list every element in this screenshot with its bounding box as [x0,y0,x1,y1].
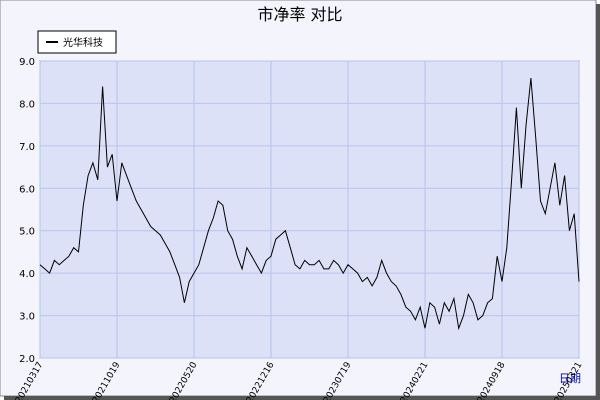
frame-shadow [596,4,600,400]
y-tick-label: 3.0 [19,312,35,323]
plot-area [39,60,580,359]
line [39,77,580,331]
y-tick-label: 8.0 [19,99,35,110]
y-tick-label: 2.0 [19,354,35,365]
x-axis-label: 日期 [559,372,581,385]
y-tick-label: 5.0 [19,227,35,238]
y-tick-label: 4.0 [19,269,35,280]
legend-label: 光华科技 [63,36,103,49]
chart-title: 市净率 对比 [257,5,342,24]
y-tick-label: 6.0 [19,184,35,195]
legend [37,30,117,54]
y-tick-label: 7.0 [19,142,35,153]
frame-shadow [4,396,600,400]
y-tick-label: 9.0 [19,57,35,68]
